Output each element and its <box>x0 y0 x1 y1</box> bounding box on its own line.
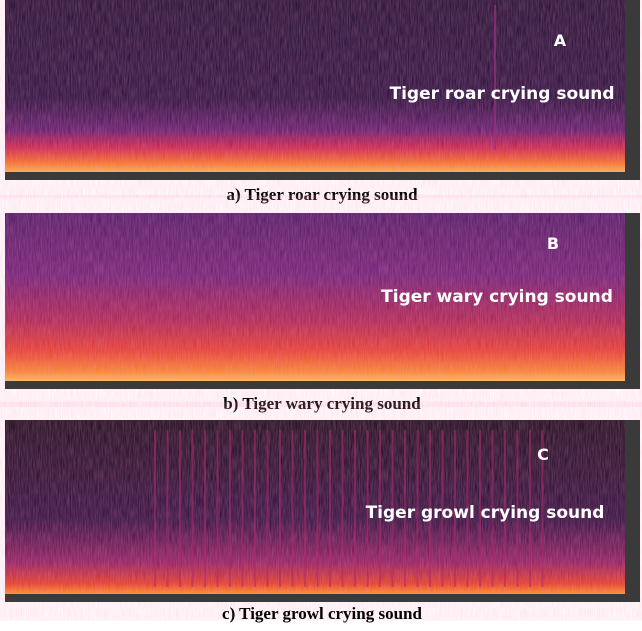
caption: a) Tiger roar crying sound <box>226 185 418 204</box>
spectrogram-panel: C Tiger growl crying sound <box>5 420 640 602</box>
panel-label: Tiger growl crying sound <box>366 503 605 523</box>
y-axis-strip <box>625 213 640 389</box>
x-axis-strip <box>5 172 625 180</box>
spectrogram-panel: A Tiger roar crying sound <box>5 0 640 180</box>
panel-letter: C <box>537 445 549 464</box>
panel-letter: A <box>554 31 567 50</box>
y-axis-strip <box>625 420 640 602</box>
x-axis-strip <box>5 594 625 602</box>
caption: b) Tiger wary crying sound <box>223 394 421 413</box>
panel-letter: B <box>547 234 559 253</box>
caption: c) Tiger growl crying sound <box>222 604 422 623</box>
spectrogram-panel: B Tiger wary crying sound <box>5 213 640 389</box>
panel-label: Tiger wary crying sound <box>381 287 613 307</box>
x-axis-strip <box>5 381 625 389</box>
y-axis-strip <box>625 0 640 180</box>
figure: A Tiger roar crying sound a) Tiger roar cr… <box>0 0 642 631</box>
panel-label: Tiger roar crying sound <box>390 84 615 104</box>
